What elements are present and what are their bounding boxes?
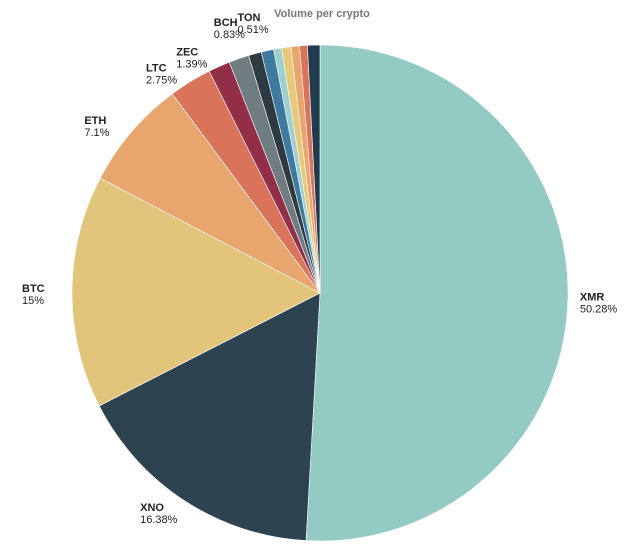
value-label: 50.28%	[580, 303, 618, 315]
pie-slice	[99, 93, 321, 294]
slice-label: XNO	[140, 502, 164, 514]
slice-label: BCH	[214, 17, 238, 29]
value-label: 2.75%	[146, 74, 177, 86]
pie-slice	[98, 292, 321, 541]
slice-label: ETH	[84, 115, 106, 127]
slice-label: LTC	[146, 62, 167, 74]
slice-label: XMR	[580, 291, 605, 303]
value-label: 15%	[22, 295, 44, 307]
chart-title: Volume per crypto	[274, 8, 370, 20]
slice-label: BTC	[22, 283, 45, 295]
pie-slice	[305, 44, 569, 542]
pie-slice	[307, 44, 321, 294]
value-label: 0.51%	[237, 24, 268, 36]
pie-slice	[71, 177, 321, 407]
slice-label: ZEC	[176, 46, 198, 58]
value-label: 7.1%	[84, 127, 109, 139]
value-label: 0.83%	[214, 29, 245, 41]
slice-label: TON	[237, 12, 260, 24]
value-label: 16.38%	[140, 514, 178, 526]
value-label: 1.39%	[176, 58, 207, 70]
